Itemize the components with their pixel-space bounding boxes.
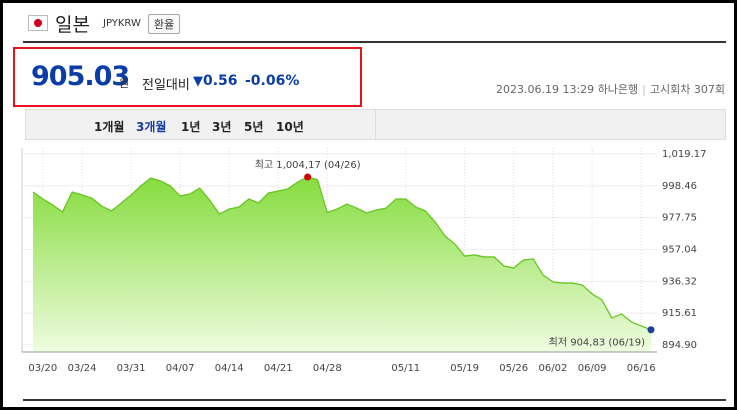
y-tick-label: 998.46: [662, 181, 697, 192]
currency-code: JPYKRW: [103, 18, 141, 29]
x-tick-label: 04/14: [215, 363, 244, 374]
round: 고시회차 307회: [649, 83, 725, 96]
y-tick-label: 936.32: [662, 276, 697, 287]
rate-button[interactable]: 환율: [148, 14, 181, 34]
quote-meta: 2023.06.19 13:29 하나은행 | 고시회차 307회: [496, 83, 725, 96]
price: 905.03: [31, 61, 130, 92]
flag-icon: [28, 15, 48, 31]
low-marker: [647, 326, 655, 334]
highlight-box: [13, 47, 362, 107]
high-annotation: 최고 1,004,17 (04/26): [255, 159, 361, 171]
period-tab[interactable]: 10년: [276, 120, 304, 134]
y-tick-label: 894.90: [662, 340, 697, 351]
price-unit: 원: [119, 77, 130, 90]
x-tick-label: 04/21: [264, 363, 293, 374]
x-tick-label: 04/07: [166, 363, 195, 374]
chart: 1,019.17 998.46 977.75 957.04 936.32 915.61 89…: [21, 148, 707, 374]
x-tick-label: 03/20: [28, 363, 57, 374]
area-fill: [33, 177, 651, 352]
y-tick-label: 915.61: [662, 308, 697, 319]
timestamp: 2023.06.19 13:29: [496, 83, 595, 96]
low-annotation: 최저 904,83 (06/19): [549, 337, 645, 349]
period-tab[interactable]: 3년: [212, 120, 232, 134]
period-tab[interactable]: 5년: [244, 120, 264, 134]
currency-title: 일본: [55, 14, 90, 36]
y-tick-label: 977.75: [662, 213, 697, 224]
change: 0.56: [193, 73, 238, 89]
bank: 하나은행: [597, 83, 639, 96]
x-tick-label: 03/24: [68, 363, 97, 374]
divider: [23, 41, 726, 43]
x-tick-label: 05/11: [391, 363, 420, 374]
x-tick-label: 06/16: [627, 363, 656, 374]
x-tick-label: 04/28: [313, 363, 342, 374]
period-tabs: 1개월 3개월 1년 3년 5년 10년: [25, 109, 726, 140]
x-tick-label: 06/09: [578, 363, 607, 374]
x-tick-label: 05/26: [499, 363, 528, 374]
period-tab[interactable]: 3개월: [136, 120, 167, 134]
line: [32, 176, 652, 331]
divider: [23, 399, 726, 401]
x-tick-label: 06/02: [538, 363, 567, 374]
tab-divider: [375, 110, 376, 139]
x-tick-label: 03/31: [117, 363, 146, 374]
y-tick-label: 1,019.17: [662, 149, 707, 160]
period-tab[interactable]: 1개월: [94, 120, 125, 134]
period-tab[interactable]: 1년: [181, 120, 201, 134]
change-label: 전일대비: [142, 78, 190, 93]
y-tick-label: 957.04: [662, 244, 697, 255]
change-pct: -0.06%: [245, 73, 300, 89]
high-marker: [304, 173, 312, 181]
x-tick-label: 05/19: [450, 363, 479, 374]
